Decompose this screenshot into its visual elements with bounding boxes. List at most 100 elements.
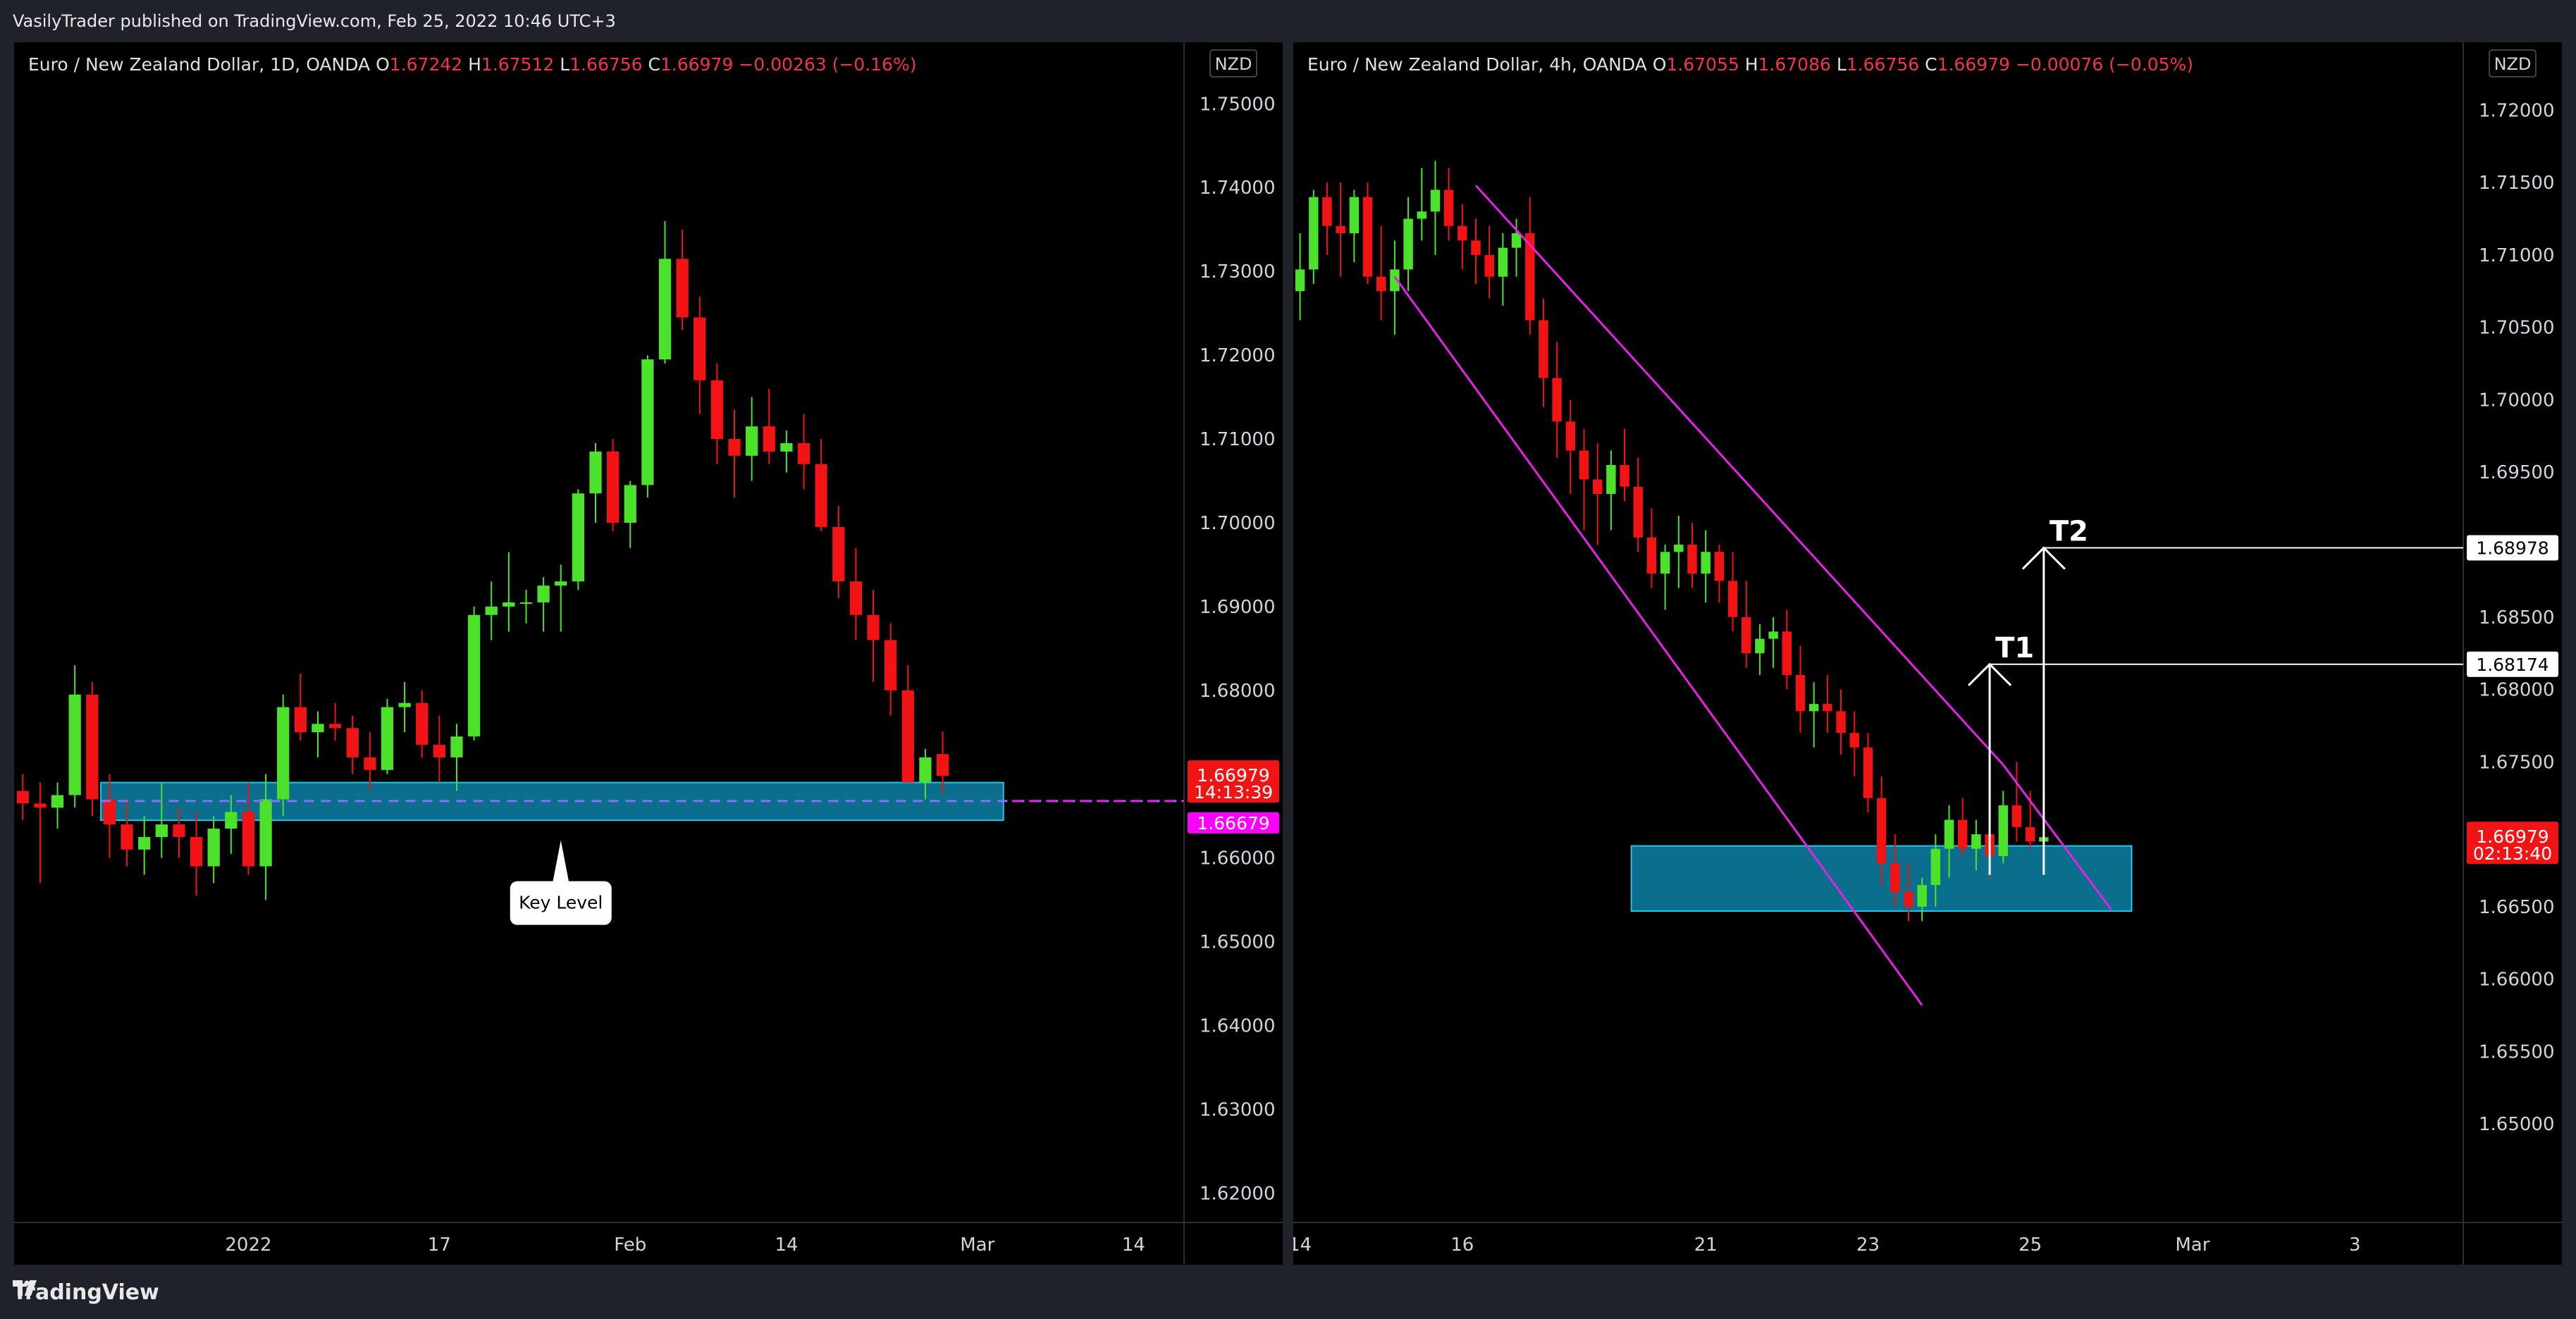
candle-body xyxy=(173,824,185,837)
candle-body xyxy=(624,485,636,523)
h4-chart-svg[interactable]: NZD 1.72000 1.71500 1.71000 1.70500 1.70000 1.… xyxy=(1293,42,2562,1265)
candle-body xyxy=(919,757,932,783)
x-tick-label: 14 xyxy=(775,1234,798,1256)
candle-body xyxy=(155,824,168,837)
x-tick-label: Mar xyxy=(2175,1234,2210,1256)
candle-body xyxy=(1863,747,1873,798)
y-tick-label: 1.65500 xyxy=(2479,1041,2555,1063)
y-tick-label: 1.65000 xyxy=(1200,932,1276,953)
candle-body xyxy=(1904,892,1913,907)
candle-body xyxy=(555,581,567,586)
candle-body xyxy=(1755,638,1765,654)
candle-body xyxy=(1390,269,1400,292)
candle-body xyxy=(1917,885,1927,907)
legend-h-label: H xyxy=(468,54,481,75)
candle-body xyxy=(1944,819,1954,849)
legend-c: 1.66979 xyxy=(660,54,739,75)
key-level-callout xyxy=(510,881,612,925)
candle-body xyxy=(1606,464,1616,495)
y-tick-label: 1.63000 xyxy=(1200,1099,1276,1120)
current-price-badge xyxy=(2467,822,2558,865)
candle-body xyxy=(1295,269,1305,292)
candle-body xyxy=(1525,233,1535,321)
candle-body xyxy=(1782,631,1792,675)
candle-body xyxy=(68,694,81,795)
candle-body xyxy=(16,791,29,804)
candle-body xyxy=(1309,197,1319,270)
legend-c-label: C xyxy=(648,54,660,75)
y-tick-label: 1.71000 xyxy=(1200,429,1276,450)
candle-body xyxy=(1742,617,1751,654)
candle-body xyxy=(364,757,376,770)
bar-countdown-label: 14:13:39 xyxy=(1194,782,1273,803)
candle-body xyxy=(1808,704,1819,712)
chart-legend: Euro / New Zealand Dollar, 4h, OANDA O1.… xyxy=(1307,54,2193,75)
candle-body xyxy=(901,690,914,783)
candle-body xyxy=(2011,805,2022,827)
y-tick-label: 1.64000 xyxy=(1200,1016,1276,1037)
candle-body xyxy=(867,614,880,640)
x-tick-label: 25 xyxy=(2019,1234,2042,1256)
key-level-callout-text: Key Level xyxy=(519,893,603,913)
candle-body xyxy=(51,795,64,808)
candle-body xyxy=(1592,479,1603,495)
y-tick-label: 1.71000 xyxy=(2479,245,2555,266)
y-tick-label: 1.69500 xyxy=(2479,462,2555,483)
candle-body xyxy=(1336,225,1345,234)
candle-body xyxy=(121,824,133,850)
x-tick-label: 21 xyxy=(1694,1234,1718,1256)
y-tick-label: 1.70000 xyxy=(2479,390,2555,411)
channel-upper-line xyxy=(1474,185,2004,766)
candle-body xyxy=(467,614,481,737)
candle-body xyxy=(1362,197,1373,277)
target-price-badge xyxy=(2467,651,2558,677)
legend-l: 1.66756 xyxy=(569,54,648,75)
candle-body xyxy=(885,640,897,691)
x-tick-label: Feb xyxy=(614,1234,646,1256)
candle-body xyxy=(259,799,272,867)
publish-header: VasilyTrader published on TradingView.co… xyxy=(0,0,2576,42)
daily-chart-svg[interactable]: NZD 1.75000 1.74000 1.73000 1.72000 1.71000 1.… xyxy=(14,42,1283,1265)
tradingview-logo[interactable]: TradingView xyxy=(13,1280,159,1305)
candle-body xyxy=(346,728,359,757)
candle-body xyxy=(1539,320,1548,378)
chart-panel-4h[interactable]: NZD 1.72000 1.71500 1.71000 1.70500 1.70000 1.… xyxy=(1293,42,2562,1265)
y-tick-label: 1.68000 xyxy=(2479,680,2555,701)
candle-body xyxy=(763,426,775,452)
legend-o: 1.67055 xyxy=(1666,54,1744,75)
candle-body xyxy=(416,702,429,745)
candle-body xyxy=(589,451,602,494)
legend-h: 1.67512 xyxy=(481,54,560,75)
y-tick-label: 1.65000 xyxy=(2479,1114,2555,1135)
candle-body xyxy=(1823,704,1832,712)
candle-body xyxy=(1511,233,1522,248)
candle-body xyxy=(433,745,445,757)
y-tick-label: 1.75000 xyxy=(1200,94,1276,115)
candle-body xyxy=(728,439,741,456)
legend-change: −0.00263 (−0.16%) xyxy=(739,54,916,75)
candle-body xyxy=(1701,552,1711,574)
candle-body xyxy=(138,836,151,850)
candle-body xyxy=(1620,464,1629,487)
candle-body xyxy=(797,442,811,464)
candle-body xyxy=(1633,486,1643,538)
candle-body xyxy=(694,317,706,380)
candle-body xyxy=(103,799,116,825)
candle-body xyxy=(849,581,863,615)
currency-badge xyxy=(2489,49,2537,78)
candle-body xyxy=(34,803,47,808)
target-arrow-head xyxy=(1968,662,2012,686)
tradingview-logo-icon xyxy=(13,1280,37,1296)
candle-body xyxy=(641,359,654,485)
chart-panel-daily[interactable]: NZD 1.75000 1.74000 1.73000 1.72000 1.71000 1.… xyxy=(14,42,1283,1265)
candle-body xyxy=(225,812,238,829)
candle-body xyxy=(1484,254,1494,277)
x-tick-label: 16 xyxy=(1450,1234,1474,1256)
candle-body xyxy=(1403,218,1413,270)
legend-change: −0.00076 (−0.05%) xyxy=(2016,54,2193,75)
candle-body xyxy=(1660,552,1670,574)
y-tick-label: 1.72000 xyxy=(1200,345,1276,366)
candle-body xyxy=(815,464,827,527)
candle-body xyxy=(832,526,845,582)
y-tick-label: 1.68000 xyxy=(1200,681,1276,702)
